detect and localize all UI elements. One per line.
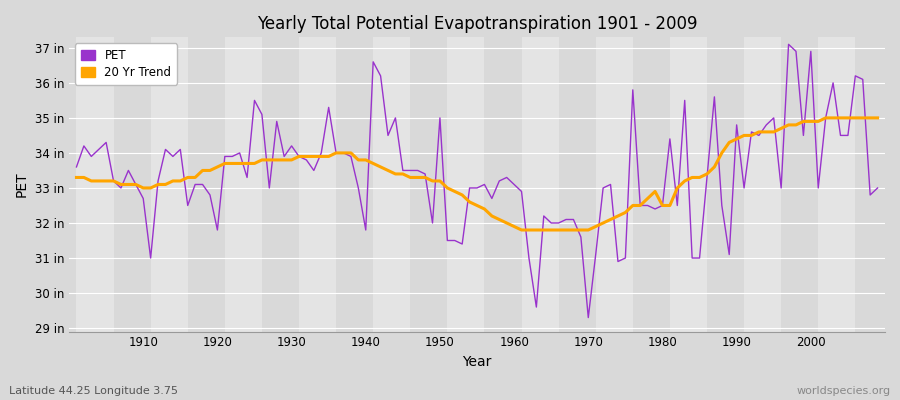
PET [783, 42, 794, 47]
Bar [818, 37, 855, 332]
Line: PET: PET [76, 44, 878, 318]
Bar [744, 37, 781, 332]
Y-axis label: PET: PET [15, 172, 29, 197]
Bar [447, 37, 484, 332]
PET [130, 182, 141, 187]
PET [501, 175, 512, 180]
PET [872, 186, 883, 190]
Bar [521, 37, 559, 332]
20 Yr Trend [516, 228, 526, 232]
20 Yr Trend [508, 224, 519, 229]
X-axis label: Year: Year [463, 355, 491, 369]
Line: 20 Yr Trend: 20 Yr Trend [76, 118, 878, 230]
20 Yr Trend [130, 182, 141, 187]
20 Yr Trend [338, 150, 349, 155]
PET [583, 315, 594, 320]
PET [338, 150, 349, 155]
20 Yr Trend [820, 116, 831, 120]
Bar [225, 37, 262, 332]
Legend: PET, 20 Yr Trend: PET, 20 Yr Trend [75, 43, 177, 84]
Bar [374, 37, 410, 332]
PET [508, 182, 519, 187]
Bar [299, 37, 336, 332]
PET [71, 164, 82, 169]
20 Yr Trend [605, 217, 616, 222]
20 Yr Trend [293, 154, 304, 159]
20 Yr Trend [501, 220, 512, 225]
Title: Yearly Total Potential Evapotranspiration 1901 - 2009: Yearly Total Potential Evapotranspiratio… [256, 15, 698, 33]
Text: worldspecies.org: worldspecies.org [796, 386, 891, 396]
Bar [670, 37, 707, 332]
PET [605, 182, 616, 187]
Bar [150, 37, 188, 332]
PET [293, 154, 304, 159]
Bar [76, 37, 113, 332]
20 Yr Trend [71, 175, 82, 180]
Text: Latitude 44.25 Longitude 3.75: Latitude 44.25 Longitude 3.75 [9, 386, 178, 396]
Bar [596, 37, 633, 332]
20 Yr Trend [872, 116, 883, 120]
